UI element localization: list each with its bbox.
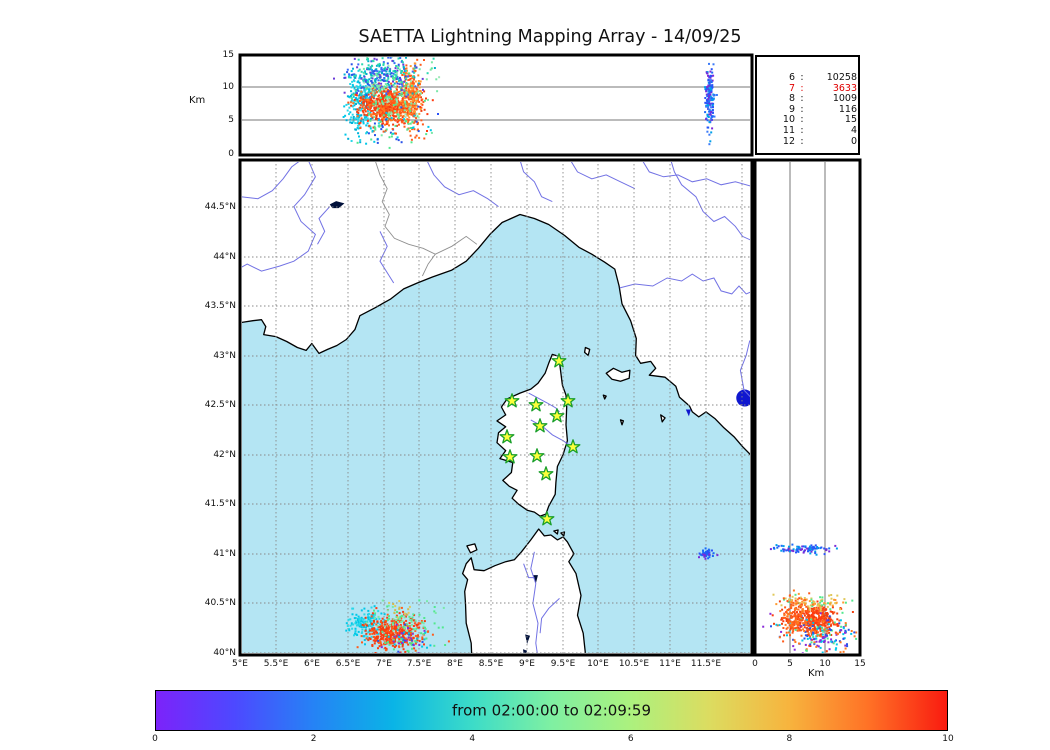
lightning-scatter — [333, 57, 436, 99]
source-count-row: 7:3633 — [788, 82, 857, 94]
source-count-row: 9:116 — [788, 103, 857, 115]
lma-station-marker — [499, 429, 515, 444]
river — [670, 162, 750, 241]
river — [523, 563, 535, 579]
river — [739, 340, 750, 398]
coastline-landmass — [605, 367, 631, 382]
lma-station-marker — [504, 393, 520, 408]
lma-station-marker — [529, 448, 545, 463]
coastline-landmass — [583, 346, 591, 357]
lightning-point — [423, 59, 425, 61]
river — [242, 162, 300, 200]
source-count-row: 11:4 — [782, 124, 857, 136]
source-count-row: 8:1009 — [788, 93, 857, 105]
altitude-axis-label-left: Km — [189, 95, 206, 106]
coastline-landmass — [553, 529, 559, 535]
lma-station-marker — [538, 466, 554, 481]
source-count-row: 10:15 — [782, 114, 857, 126]
time-colorbar: from 02:00:00 to 02:09:59 — [155, 690, 948, 731]
alt-lon-panel — [242, 57, 750, 149]
lightning-scatter — [698, 547, 719, 560]
lightning-scatter — [356, 105, 432, 149]
coastline-landmass — [466, 543, 478, 554]
lma-station-marker — [551, 353, 567, 368]
lightning-scatter — [704, 62, 718, 146]
country-border — [375, 162, 436, 277]
lightning-scatter — [762, 612, 858, 653]
coastline-landmass — [496, 353, 569, 517]
lake — [685, 409, 691, 417]
panel-frame — [753, 158, 862, 657]
lma-station-marker — [528, 397, 544, 412]
map-panel — [242, 162, 750, 653]
colorbar-time-range-label: from 02:00:00 to 02:09:59 — [451, 701, 652, 720]
river — [427, 162, 499, 208]
alt-lat-panel — [762, 162, 858, 653]
coastline-landmass — [602, 394, 607, 400]
lightning-scatter — [350, 57, 441, 141]
country-border — [435, 235, 478, 255]
river — [539, 598, 560, 634]
lightning-point — [426, 130, 428, 132]
river — [317, 206, 331, 245]
figure-title: SAETTA Lightning Mapping Array - 14/09/2… — [358, 27, 742, 47]
lightning-scatter — [772, 592, 854, 614]
coastline-landmass — [461, 528, 587, 653]
lma-station-marker — [549, 408, 565, 423]
lake — [522, 649, 528, 653]
lightning-point — [437, 113, 439, 115]
panel-frame — [238, 53, 754, 157]
lma-station-marker — [565, 439, 581, 454]
lma-station-marker — [502, 449, 518, 464]
lightning-scatter — [769, 543, 838, 556]
coastline-landmass — [619, 419, 625, 426]
lake — [736, 389, 750, 407]
river — [379, 231, 395, 284]
river — [242, 162, 317, 272]
lightning-scatter — [778, 589, 816, 643]
river — [619, 273, 750, 295]
lma-station-marker — [539, 511, 555, 526]
panel-frame — [238, 158, 754, 657]
lightning-scatter — [388, 600, 411, 619]
lma-station-marker — [532, 418, 548, 433]
river — [570, 162, 636, 190]
source-count-row: 12:0 — [782, 135, 857, 147]
source-count-table: 6:10258 7:3633 8:1009 9:116 10:15 11:4 12:0 — [755, 55, 860, 155]
altitude-axis-label-bottom: Km — [808, 668, 825, 679]
coastline-landmass — [660, 414, 666, 423]
lma-station-marker — [560, 393, 576, 408]
coastline-landmass — [242, 162, 750, 456]
lightning-scatter — [377, 623, 450, 653]
lake — [532, 575, 538, 584]
river — [642, 162, 750, 187]
river — [520, 162, 553, 203]
source-count-row: 6:10258 — [788, 72, 857, 83]
